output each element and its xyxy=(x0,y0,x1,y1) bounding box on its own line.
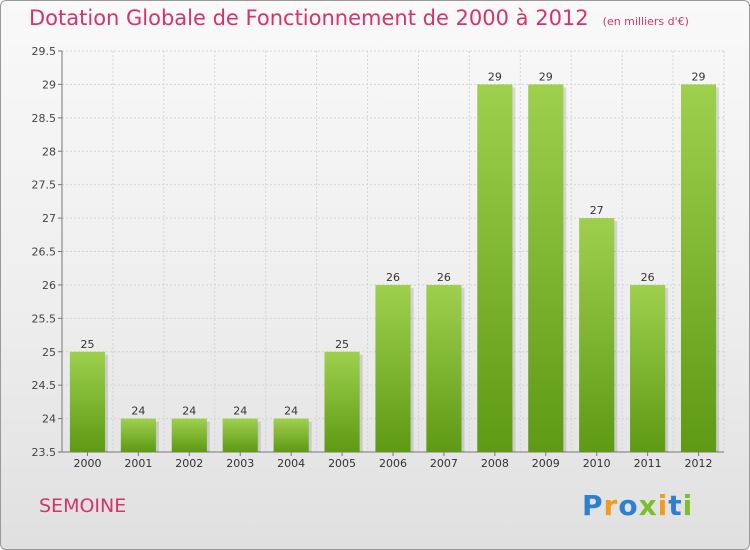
bar-2004 xyxy=(273,418,309,452)
chart-unit: (en milliers d'€) xyxy=(602,15,689,28)
x-tick-label: 2011 xyxy=(634,457,662,470)
x-tick-label: 2000 xyxy=(73,457,101,470)
city-name: SEMOINE xyxy=(39,495,127,517)
bar-2010 xyxy=(579,218,615,452)
bar-value-label: 24 xyxy=(182,405,196,418)
y-tick-label: 29.5 xyxy=(32,45,57,58)
bar-value-label: 24 xyxy=(284,405,298,418)
y-tick-label: 27 xyxy=(42,212,56,225)
bar-value-label: 26 xyxy=(641,271,655,284)
x-tick-label: 2012 xyxy=(685,457,713,470)
bar-2009 xyxy=(528,84,564,453)
labels: 23.5 24 24.5 25 25.5 26 26.5 27 27.5 28 28.5 29 29.5… xyxy=(32,45,713,470)
bar-value-label: 26 xyxy=(386,271,400,284)
bar-value-label: 26 xyxy=(437,271,451,284)
bar-2002 xyxy=(171,418,207,452)
x-tick-label: 2010 xyxy=(583,457,611,470)
bars xyxy=(69,84,720,453)
y-tick-label: 25 xyxy=(42,346,56,359)
chart-title: Dotation Globale de Fonctionnement de 20… xyxy=(29,6,689,30)
y-tick-label: 26 xyxy=(42,279,56,292)
bar-value-label: 29 xyxy=(692,70,706,83)
x-tick-label: 2001 xyxy=(124,457,152,470)
y-tick-label: 25.5 xyxy=(32,312,57,325)
y-tick-label: 24 xyxy=(42,413,56,426)
bar-2008 xyxy=(477,84,513,453)
bar-value-label: 29 xyxy=(488,70,502,83)
x-tick-label: 2006 xyxy=(379,457,407,470)
x-tick-label: 2009 xyxy=(532,457,560,470)
y-tick-label: 28 xyxy=(42,145,56,158)
bar-value-label: 27 xyxy=(590,204,604,217)
bar-2011 xyxy=(630,284,666,452)
bar-value-label: 24 xyxy=(233,405,247,418)
bar-value-label: 29 xyxy=(539,70,553,83)
x-tick-label: 2007 xyxy=(430,457,458,470)
y-tick-label: 29 xyxy=(42,78,56,91)
bar-2007 xyxy=(426,284,462,452)
x-tick-label: 2005 xyxy=(328,457,356,470)
x-tick-label: 2002 xyxy=(175,457,203,470)
bar-2000 xyxy=(69,351,106,452)
bar-2001 xyxy=(120,418,156,452)
bar-value-label: 25 xyxy=(80,338,94,351)
bar-value-label: 25 xyxy=(335,338,349,351)
x-tick-label: 2008 xyxy=(481,457,509,470)
x-tick-label: 2003 xyxy=(226,457,254,470)
y-tick-label: 28.5 xyxy=(32,112,57,125)
y-tick-label: 24.5 xyxy=(32,379,57,392)
bar-value-label: 24 xyxy=(131,405,145,418)
proxiti-logo: Proxiti xyxy=(582,489,694,522)
grid-lines xyxy=(61,50,725,453)
chart-title-text: Dotation Globale de Fonctionnement de 20… xyxy=(29,6,589,30)
y-tick-label: 23.5 xyxy=(32,446,57,459)
x-tick-label: 2004 xyxy=(277,457,305,470)
y-tick-label: 27.5 xyxy=(32,179,57,192)
bar-2012 xyxy=(680,84,717,453)
bar-2006 xyxy=(375,284,411,452)
y-tick-label: 26.5 xyxy=(32,246,57,259)
bar-2005 xyxy=(324,351,360,452)
bar-2003 xyxy=(222,418,258,452)
